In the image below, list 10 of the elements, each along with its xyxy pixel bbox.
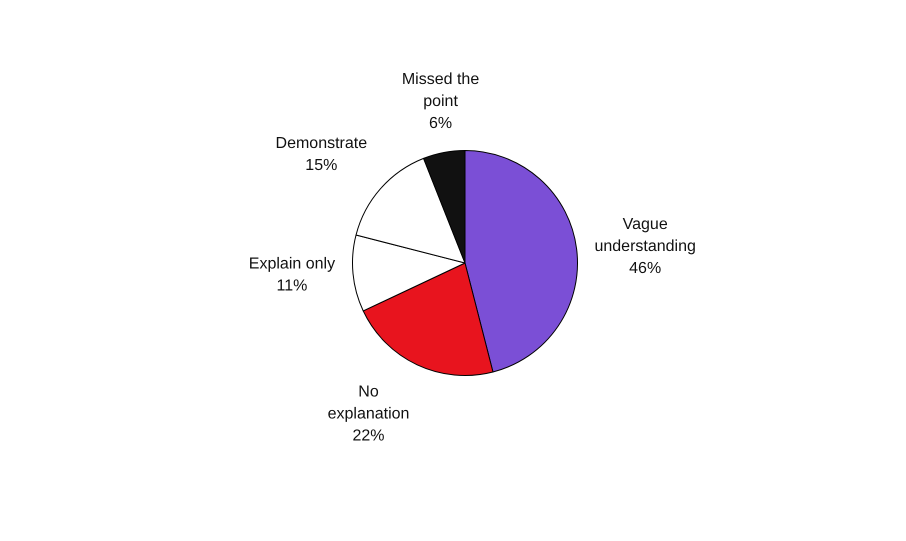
slice-label: No explanation	[328, 383, 410, 422]
slice-label: Missed the point	[402, 71, 480, 110]
data-label: 11%	[276, 278, 308, 295]
data-label: 6%	[428, 115, 452, 132]
slice-label: Explain only	[248, 256, 336, 273]
data-label: 46%	[629, 260, 662, 278]
slice-label: Demonstrate	[276, 135, 368, 152]
data-label: 15%	[305, 157, 338, 174]
slice-label: Vague understanding	[594, 216, 696, 256]
data-label: 22%	[352, 427, 385, 444]
